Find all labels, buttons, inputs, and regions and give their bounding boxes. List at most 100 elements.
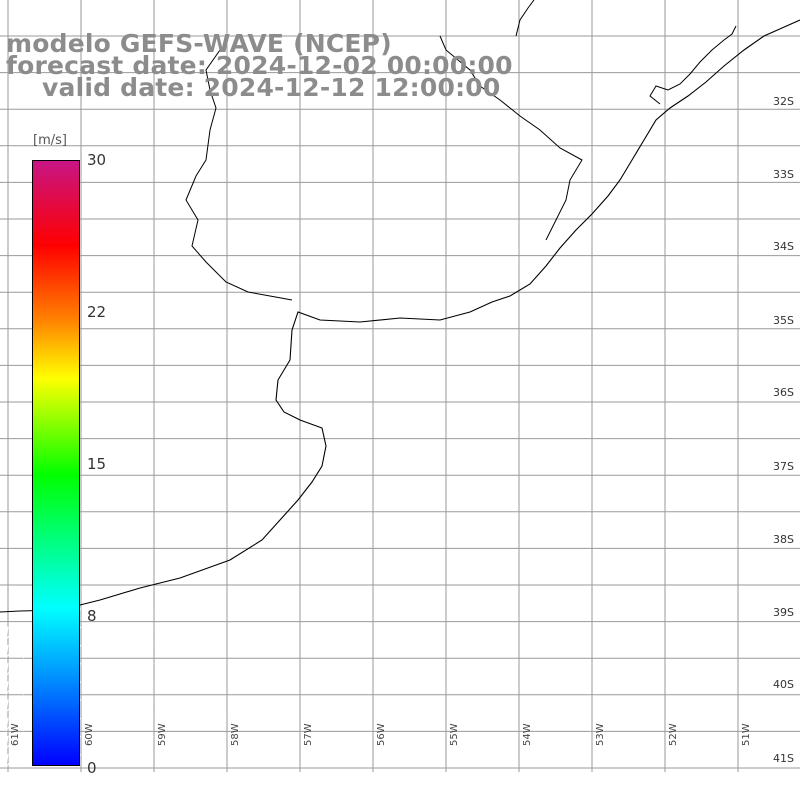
wind-arrow bbox=[703, 514, 718, 521]
wind-arrow bbox=[430, 514, 445, 521]
wind-arrow bbox=[594, 624, 609, 630]
wind-arrow bbox=[448, 605, 463, 612]
wind-arrow bbox=[267, 753, 282, 759]
wind-arrow bbox=[758, 551, 773, 557]
wind-arrow bbox=[758, 96, 773, 102]
wind-arrow bbox=[521, 660, 536, 666]
wind-arrow bbox=[394, 624, 409, 630]
wind-arrow bbox=[230, 626, 245, 632]
wind-arrow bbox=[576, 587, 591, 594]
wind-arrow bbox=[594, 460, 609, 466]
wind-arrow bbox=[630, 642, 645, 648]
wind-arrow bbox=[4, 735, 10, 750]
wind-arrow bbox=[703, 223, 718, 230]
wind-arrow bbox=[667, 569, 682, 575]
wind-arrow bbox=[109, 753, 118, 766]
wind-arrow bbox=[91, 699, 100, 712]
lat-label: 37S bbox=[773, 460, 794, 473]
wind-arrow bbox=[412, 751, 427, 757]
wind-arrow bbox=[776, 150, 791, 157]
wind-arrow bbox=[357, 423, 372, 430]
wind-arrow bbox=[376, 460, 391, 466]
wind-arrow bbox=[667, 442, 682, 448]
wind-arrow bbox=[430, 751, 445, 757]
wind-arrow bbox=[339, 369, 354, 375]
wind-arrow bbox=[485, 551, 500, 557]
wind-arrow bbox=[703, 423, 718, 430]
wind-arrow bbox=[539, 751, 554, 757]
wind-arrow bbox=[649, 696, 664, 703]
wind-arrow bbox=[394, 442, 409, 448]
wind-arrow bbox=[430, 696, 445, 703]
forecast-date: forecast date: 2024-12-02 00:00:00 bbox=[6, 51, 513, 80]
wind-arrow bbox=[503, 314, 518, 321]
wind-arrow bbox=[612, 351, 627, 357]
wind-arrow bbox=[91, 735, 100, 749]
wind-arrow bbox=[503, 423, 518, 430]
wind-arrow bbox=[267, 589, 282, 595]
wind-arrow bbox=[231, 662, 245, 669]
wind-arrow bbox=[503, 460, 518, 466]
wind-arrow bbox=[412, 387, 427, 393]
wind-arrow bbox=[649, 423, 664, 430]
wind-arrow bbox=[649, 660, 664, 666]
wind-arrow bbox=[303, 698, 318, 704]
wind-arrow bbox=[594, 351, 609, 357]
wind-arrow bbox=[558, 533, 573, 539]
wind-arrow bbox=[685, 533, 700, 539]
wind-arrow bbox=[612, 478, 627, 484]
wind-arrow bbox=[448, 442, 463, 448]
wind-arrow bbox=[576, 751, 591, 757]
wind-arrow bbox=[758, 533, 773, 539]
wind-arrow bbox=[357, 587, 372, 594]
wind-arrow bbox=[776, 423, 791, 430]
wind-arrow bbox=[667, 387, 682, 393]
wind-arrow bbox=[521, 478, 536, 484]
wind-arrow bbox=[376, 551, 391, 557]
lon-label: 55W bbox=[449, 723, 460, 746]
wind-arrow bbox=[721, 496, 736, 503]
wind-arrow bbox=[539, 296, 554, 302]
wind-arrow bbox=[594, 442, 609, 448]
wind-arrow bbox=[521, 314, 536, 321]
wind-arrow bbox=[685, 387, 700, 393]
wind-arrow bbox=[630, 660, 645, 666]
wind-arrow bbox=[630, 496, 645, 503]
wind-arrow bbox=[321, 697, 336, 703]
wind-arrow bbox=[249, 662, 263, 669]
wind-arrow bbox=[430, 387, 445, 393]
wind-arrow bbox=[376, 533, 391, 539]
wind-arrow bbox=[740, 514, 755, 521]
wind-arrow bbox=[649, 278, 664, 284]
wind-arrow bbox=[740, 278, 755, 284]
wind-arrow bbox=[740, 678, 755, 685]
wind-arrow bbox=[230, 571, 245, 577]
wind-arrow bbox=[321, 388, 336, 394]
wind-arrow bbox=[376, 369, 391, 375]
wind-arrow bbox=[612, 696, 627, 703]
wind-arrow bbox=[776, 387, 791, 393]
wind-arrow bbox=[448, 405, 463, 412]
wind-arrow bbox=[667, 587, 682, 594]
wind-arrow bbox=[721, 96, 736, 102]
wind-arrow bbox=[539, 314, 554, 321]
wind-arrow bbox=[357, 460, 372, 466]
wind-arrow bbox=[776, 78, 791, 84]
wind-arrow bbox=[339, 351, 354, 357]
wind-arrow bbox=[539, 587, 554, 594]
wind-arrow bbox=[685, 314, 700, 321]
wind-arrow bbox=[91, 626, 100, 639]
wind-arrow bbox=[649, 460, 664, 466]
wind-arrow bbox=[503, 533, 518, 539]
wind-arrow bbox=[721, 314, 736, 321]
wind-arrow bbox=[285, 588, 300, 595]
wind-arrow bbox=[703, 569, 718, 575]
wind-arrow bbox=[195, 753, 209, 761]
wind-arrow bbox=[539, 351, 554, 357]
wind-arrow bbox=[612, 624, 627, 630]
wind-arrow bbox=[612, 715, 627, 721]
wind-arrow bbox=[612, 296, 627, 302]
wind-arrow bbox=[630, 423, 645, 430]
wind-arrow bbox=[721, 296, 736, 302]
